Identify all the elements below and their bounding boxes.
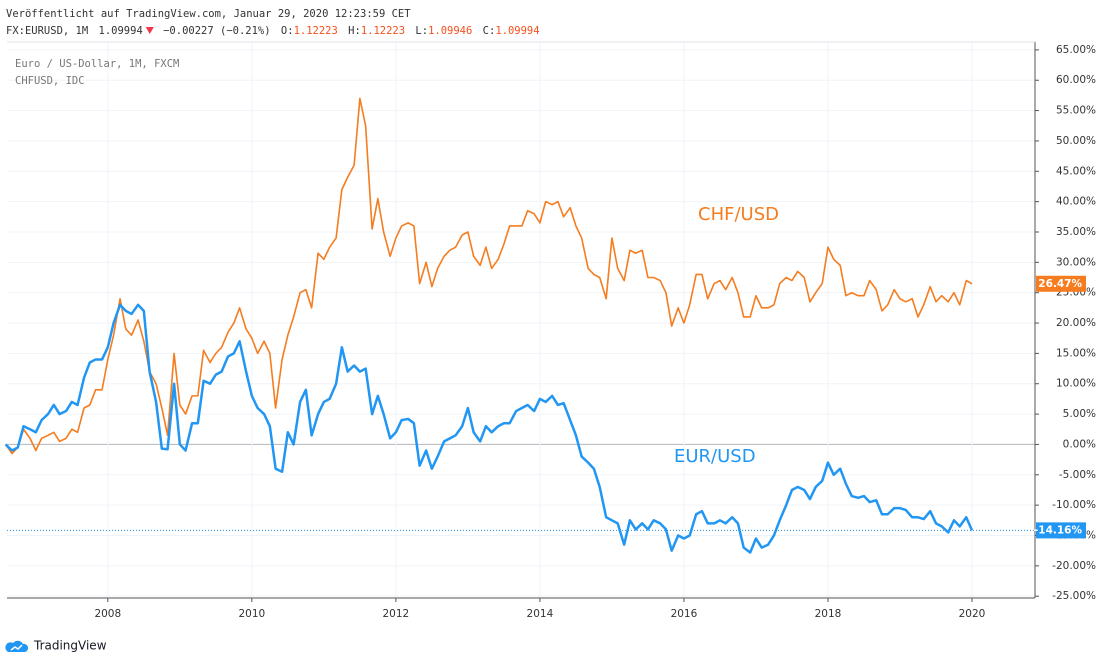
- x-tick-label: 2016: [671, 608, 698, 620]
- legend-entry: CHFUSD, IDC: [15, 75, 85, 87]
- series-line: [4, 303, 974, 554]
- logo: [5, 640, 29, 652]
- price-box: [1036, 522, 1086, 539]
- y-tick-label: 30.00%: [1056, 256, 1096, 268]
- y-tick-label: 45.00%: [1056, 165, 1096, 177]
- y-tick-label: 10.00%: [1056, 378, 1096, 390]
- x-tick-label: 2018: [815, 608, 842, 620]
- ohlc-key: H:: [348, 25, 361, 37]
- last-price: 1.09994: [99, 25, 143, 37]
- ohlc-value: 1.12223: [294, 25, 338, 37]
- ohlc-value: 1.09946: [428, 25, 472, 37]
- down-arrow-icon: [145, 27, 154, 34]
- x-tick-label: 2014: [527, 608, 554, 620]
- symbol-line: FX:EURUSD, 1M 1.09994 −0.00227 (−0.21%) …: [6, 25, 540, 37]
- y-tick-label: -5.00%: [1059, 469, 1096, 481]
- ohlc-key: L:: [415, 25, 428, 37]
- x-tick-label: 2020: [959, 608, 986, 620]
- series-annotation: EUR/USD: [674, 446, 756, 467]
- y-tick-label: -25.00%: [1052, 590, 1096, 602]
- published: Veröffentlicht auf TradingView.com, Janu…: [6, 8, 411, 20]
- x-tick-label: 2012: [383, 608, 410, 620]
- series-line: [4, 97, 973, 455]
- price-box: [1036, 275, 1086, 292]
- brand: TradingView: [33, 639, 107, 653]
- y-tick-label: 55.00%: [1056, 105, 1096, 117]
- series-annotation: CHF/USD: [698, 204, 779, 225]
- ohlc-key: C:: [483, 25, 496, 37]
- symbol: FX:EURUSD, 1M: [6, 25, 88, 37]
- y-tick-label: 15.00%: [1056, 347, 1096, 359]
- x-tick-label: 2010: [238, 608, 265, 620]
- legend-entry: Euro / US-Dollar, 1M, FXCM: [15, 58, 179, 70]
- price-label: -14.16%: [1034, 524, 1083, 536]
- ohlc-key: O:: [281, 25, 294, 37]
- ohlc-value: 1.12223: [361, 25, 405, 37]
- x-tick-label: 2008: [94, 608, 121, 620]
- price-label: 26.47%: [1038, 278, 1082, 290]
- axis-panel: [1035, 42, 1100, 598]
- y-tick-label: 20.00%: [1056, 317, 1096, 329]
- y-tick-label: 0.00%: [1063, 438, 1096, 450]
- y-tick-label: 35.00%: [1056, 226, 1096, 238]
- change: −0.00227 (−0.21%): [163, 25, 270, 37]
- y-tick-label: 65.00%: [1056, 44, 1096, 56]
- down-arrow: [145, 27, 154, 34]
- y-tick-label: -20.00%: [1052, 560, 1096, 572]
- y-tick-label: 50.00%: [1056, 135, 1096, 147]
- ohlc-value: 1.09994: [495, 25, 539, 37]
- y-tick-label: 5.00%: [1063, 408, 1096, 420]
- y-tick-label: 60.00%: [1056, 74, 1096, 86]
- y-tick-label: -10.00%: [1052, 499, 1096, 511]
- y-tick-label: 40.00%: [1056, 196, 1096, 208]
